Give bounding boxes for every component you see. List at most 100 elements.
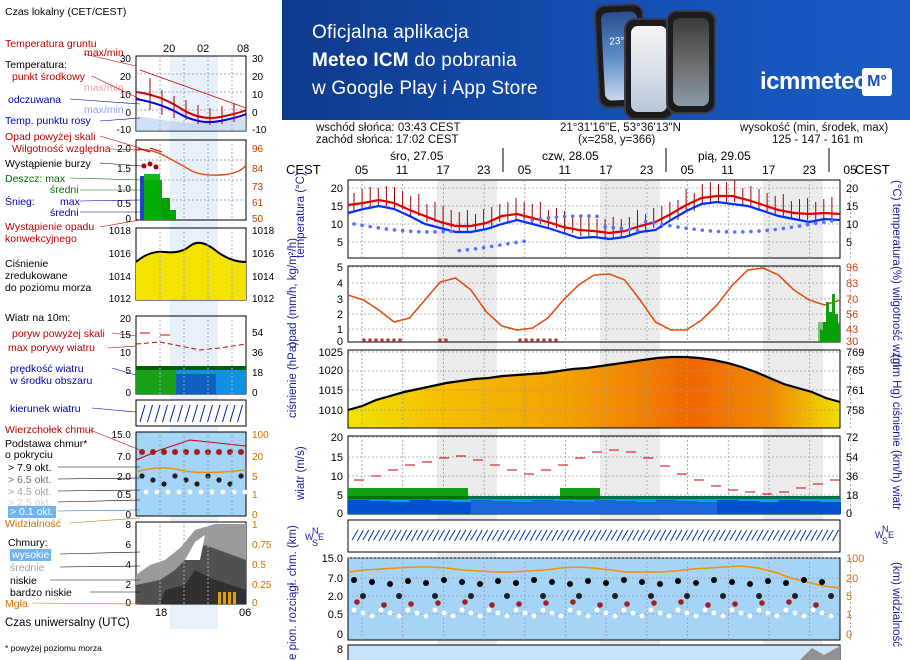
cloud-base-dot-dark <box>783 580 789 586</box>
lpr-l3: 1012 <box>109 294 132 305</box>
lcl-r0: 1 <box>252 520 258 531</box>
prr-3: 758 <box>846 405 864 417</box>
legend-pressure-left-axis: 1018 1016 1014 1012 <box>109 226 132 305</box>
wind-arrow <box>556 529 564 541</box>
cloud-dot-white <box>657 610 663 616</box>
tl-0: 20 <box>331 183 343 195</box>
cloud-dot-white <box>143 489 149 495</box>
dew-point-dot <box>473 246 478 251</box>
legend-okt-01-label: > 0.1 okt. <box>8 506 56 518</box>
wind-arrow <box>653 529 661 541</box>
wind-arrow <box>724 529 732 542</box>
timeline-header: CEST CEST śro, 27.05 czw, 28.05 pią, 29.… <box>286 149 890 177</box>
dew-point-dot <box>700 228 705 232</box>
grid-coords-text: (x=258, y=366) <box>578 134 656 146</box>
wind-arrow <box>147 404 153 423</box>
wind-arrow <box>405 529 413 541</box>
cloud-top-dot <box>435 600 441 606</box>
wind-band-dark <box>553 501 575 514</box>
lw-l0: 20 <box>120 314 132 325</box>
lpr-r1: 1016 <box>252 249 275 260</box>
cloud-base-dot-dark <box>567 581 573 587</box>
banner-line-2: Meteo ICM do pobrania <box>312 50 517 72</box>
wind-arrow <box>599 529 607 541</box>
legend-pressure-right-axis: 1018 1016 1014 1012 <box>252 226 275 305</box>
wind-arrow <box>427 529 435 541</box>
cloud-dot-black <box>612 593 618 599</box>
cloud-top-dot <box>238 449 244 455</box>
wind-band-dark <box>348 500 370 514</box>
wind-arrow <box>486 529 494 542</box>
legend-rain-max: Deszcz: max <box>5 173 66 185</box>
cloud-base-dot-dark <box>387 581 393 587</box>
hr-2: 70 <box>846 294 858 306</box>
wind-arrow <box>400 529 408 542</box>
dew-point-dot <box>408 229 413 234</box>
phone-image-3 <box>666 10 716 114</box>
wind-arrow <box>383 529 391 541</box>
wind-arrow <box>524 529 532 541</box>
dew-point-dot <box>822 220 826 224</box>
pl-1: 4 <box>337 278 343 290</box>
hour-label: 23 <box>640 163 654 177</box>
legend-wind10: Wiatr na 10m: <box>5 312 71 324</box>
wind-arrow <box>788 529 796 542</box>
pressure-axis-title-left: ciśnienie (hPa) <box>287 342 299 418</box>
lt-r1: 20 <box>252 72 264 83</box>
lt-l0: 30 <box>120 54 132 65</box>
lc-r1: 20 <box>252 452 264 463</box>
hour-label: 17 <box>762 163 776 177</box>
wind-arrow <box>518 529 526 542</box>
wind-arrow <box>589 529 597 541</box>
wind-arrow <box>199 404 206 423</box>
cloud-dot-black <box>540 593 546 599</box>
lcl-l3: 2 <box>125 580 131 591</box>
lcl-l1: 6 <box>125 540 131 551</box>
cloud-dot-white <box>495 610 501 616</box>
cloud-base-dot-dark <box>405 578 411 584</box>
legend-pressure: Ciśnienie <box>5 258 49 270</box>
lpr-l0: 1018 <box>109 226 132 237</box>
cloud-dot-white <box>702 607 708 613</box>
legend-humidity: Wilgotność względna <box>12 143 111 155</box>
visibility-right-axis: 100 20 5 1 0 <box>846 553 864 641</box>
lpr-l1: 1016 <box>109 249 132 260</box>
dew-point-dot <box>465 247 470 252</box>
wind-arrow <box>621 529 629 541</box>
cloud-dot-white <box>585 613 591 619</box>
wind-arrow <box>459 529 467 541</box>
lcl-l4: 0 <box>125 598 131 609</box>
wind-arrow <box>605 529 613 542</box>
legend-temp-minmax: max/min <box>84 82 124 94</box>
compass-icon-left: N W S E <box>305 526 324 548</box>
cloud-base-dot-dark <box>369 579 375 585</box>
precip-occurrence-dot <box>374 338 378 342</box>
legend-cl-mid: średnie <box>10 562 45 574</box>
cloud-top-dot <box>150 449 156 455</box>
wind-band-dark <box>471 500 493 514</box>
dew-point-dot <box>749 229 753 234</box>
legend-temp-right-axis: 30 20 10 0 -10 <box>252 54 267 136</box>
wind-arrow <box>832 529 840 542</box>
wind-arrow <box>610 529 618 541</box>
lc-l4: 0 <box>125 510 131 521</box>
lt-l3: 0 <box>125 108 131 119</box>
wind-arrow <box>691 529 699 542</box>
legend-pressure-3: do poziomu morza <box>5 282 92 294</box>
legend-cloud-layers-chart <box>135 521 247 605</box>
cloud-dot-white <box>540 607 546 613</box>
lc-l3: 0.5 <box>117 490 131 501</box>
day-label-2: czw, 28.05 <box>542 149 599 163</box>
hr-0: 96 <box>846 262 858 274</box>
svg-text:W: W <box>305 532 314 542</box>
pl-4: 1 <box>337 324 343 336</box>
wind-arrow <box>169 404 176 423</box>
app-promo-banner[interactable]: Oficjalna aplikacja Meteo ICM do pobrani… <box>282 0 910 120</box>
svg-text:E: E <box>888 530 894 540</box>
legend-rain-mean: średni <box>50 184 79 196</box>
wind-mean-line <box>348 496 840 499</box>
sunrise-text: wschód słońca: 03:43 CEST <box>316 122 461 134</box>
lpr-r0: 1018 <box>252 226 275 237</box>
lcl-r2: 0.5 <box>252 560 266 571</box>
wl-3: 5 <box>337 490 343 502</box>
